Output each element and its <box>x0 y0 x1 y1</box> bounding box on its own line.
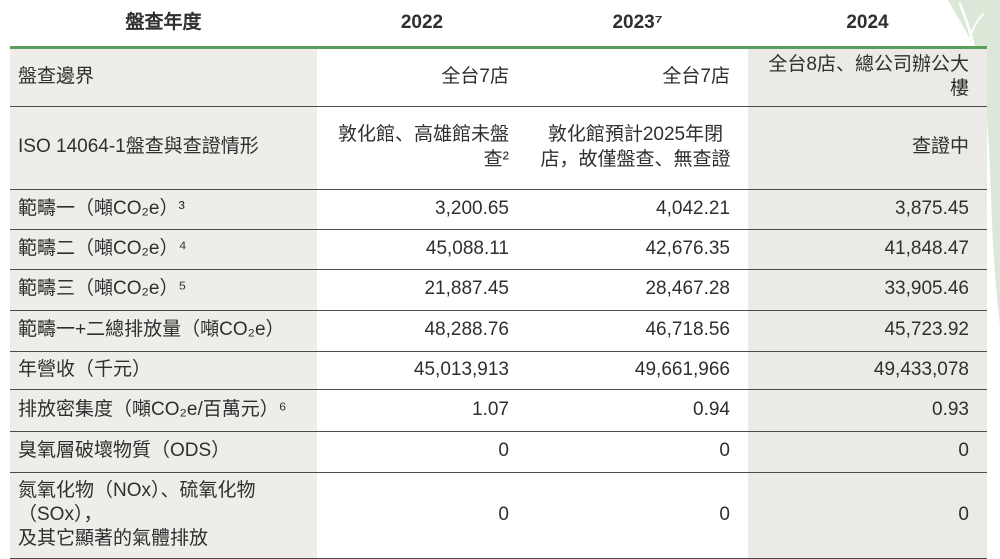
cell-value: 49,661,966 <box>527 351 748 389</box>
table-row: 範疇一（噸CO₂e）³ 3,200.65 4,042.21 3,875.45 <box>10 189 987 230</box>
cell-value: 全台8店、總公司辦公大樓 <box>748 49 987 106</box>
cell-value: 查證中 <box>748 106 987 189</box>
row-label: 範疇一+二總排放量（噸CO₂e） <box>10 310 317 351</box>
cell-value: 33,905.46 <box>748 269 987 310</box>
table-row: 範疇一+二總排放量（噸CO₂e） 48,288.76 46,718.56 45,723… <box>10 310 987 352</box>
table-row: 排放密集度（噸CO₂e/百萬元）⁶ 1.07 0.94 0.93 <box>10 389 987 432</box>
ghg-inventory-table: 盤查年度 2022 2023⁷ 2024 盤查邊界 全台7店 全台7店 全台8店、總公… <box>10 0 987 559</box>
cell-value: 3,200.65 <box>317 189 527 229</box>
cell-value: 0 <box>748 472 987 558</box>
cell-value: 41,848.47 <box>748 229 987 269</box>
cell-value: 45,723.92 <box>748 310 987 351</box>
table-row: 氮氧化物（NOx）、硫氧化物（SOx）， 及其它顯著的氣體排放 0 0 0 <box>10 472 987 559</box>
cell-value: 0 <box>748 431 987 472</box>
cell-value: 21,887.45 <box>317 269 527 310</box>
cell-value: 42,676.35 <box>527 229 748 269</box>
table-row: 盤查邊界 全台7店 全台7店 全台8店、總公司辦公大樓 <box>10 49 987 107</box>
row-label: 範疇一（噸CO₂e）³ <box>10 189 317 229</box>
cell-value: 48,288.76 <box>317 310 527 351</box>
table-header-row: 盤查年度 2022 2023⁷ 2024 <box>10 0 987 49</box>
cell-value: 0 <box>527 472 748 558</box>
cell-value: 45,013,913 <box>317 351 527 389</box>
cell-value: 3,875.45 <box>748 189 987 229</box>
table-row: ISO 14064-1盤查與查證情形 敦化館、高雄館未盤查² 敦化館預計2025年閉… <box>10 106 987 190</box>
table-row: 年營收（千元） 45,013,913 49,661,966 49,433,078 <box>10 351 987 390</box>
header-label: 盤查年度 <box>125 11 202 33</box>
row-label: 年營收（千元） <box>10 351 317 389</box>
table-row: 範疇二（噸CO₂e）⁴ 45,088.11 42,676.35 41,848.47 <box>10 229 987 270</box>
cell-value: 敦化館預計2025年閉 店，故僅盤查、無查證 <box>527 106 748 189</box>
table-row: 範疇三（噸CO₂e）⁵ 21,887.45 28,467.28 33,905.46 <box>10 269 987 311</box>
cell-value: 49,433,078 <box>748 351 987 389</box>
row-label: 盤查邊界 <box>10 49 317 106</box>
cell-value: 0 <box>317 472 527 558</box>
cell-value: 0 <box>527 431 748 472</box>
row-label: 臭氧層破壞物質（ODS） <box>10 431 317 472</box>
table-body: 盤查邊界 全台7店 全台7店 全台8店、總公司辦公大樓 ISO 14064-1盤查與查證… <box>10 49 987 559</box>
cell-value: 全台7店 <box>527 49 748 106</box>
cell-value: 0.93 <box>748 389 987 431</box>
cell-value: 全台7店 <box>317 49 527 106</box>
cell-value: 0.94 <box>527 389 748 431</box>
cell-value: 46,718.56 <box>527 310 748 351</box>
row-label: 排放密集度（噸CO₂e/百萬元）⁶ <box>10 389 317 431</box>
header-year-2022: 2022 <box>400 11 444 33</box>
cell-value: 28,467.28 <box>527 269 748 310</box>
cell-value: 敦化館、高雄館未盤查² <box>317 106 527 189</box>
cell-value: 45,088.11 <box>317 229 527 269</box>
row-label: 範疇二（噸CO₂e）⁴ <box>10 229 317 269</box>
cell-value: 1.07 <box>317 389 527 431</box>
row-label: 氮氧化物（NOx）、硫氧化物（SOx）， 及其它顯著的氣體排放 <box>10 472 317 558</box>
row-label: 範疇三（噸CO₂e）⁵ <box>10 269 317 310</box>
header-year-2024: 2024 <box>846 11 889 33</box>
header-year-2023: 2023⁷ <box>612 11 663 33</box>
cell-value: 0 <box>317 431 527 472</box>
table-row: 臭氧層破壞物質（ODS） 0 0 0 <box>10 431 987 473</box>
row-label: ISO 14064-1盤查與查證情形 <box>10 106 317 189</box>
cell-value: 4,042.21 <box>527 189 748 229</box>
